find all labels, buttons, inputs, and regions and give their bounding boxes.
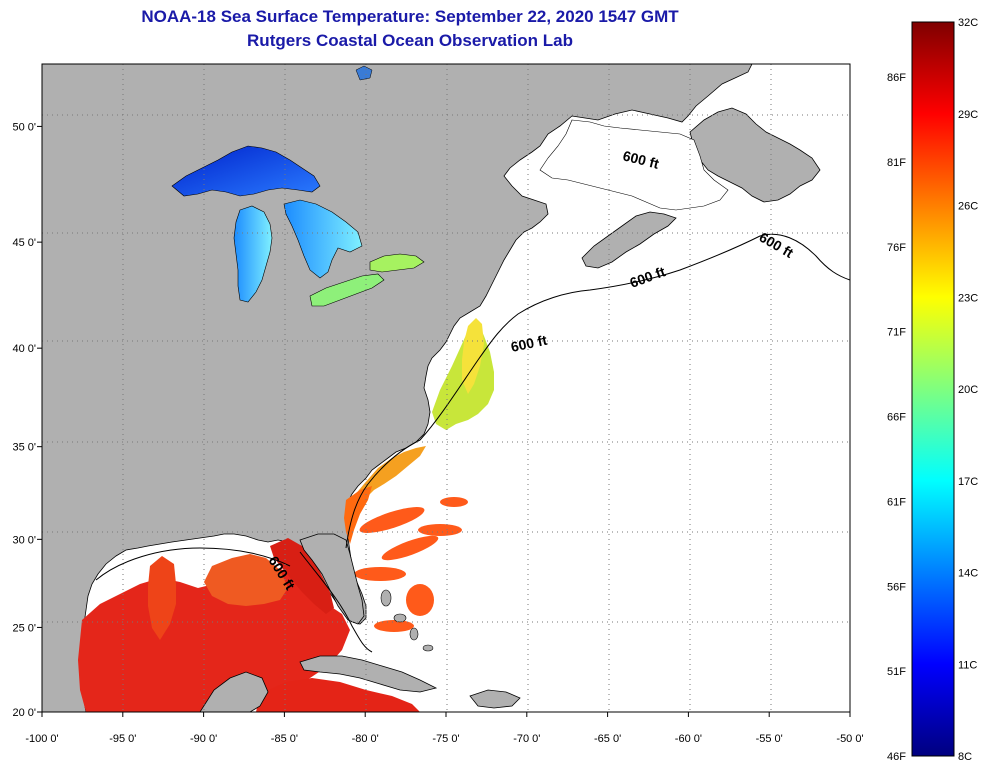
y-tick-label: 40 0' bbox=[12, 343, 36, 355]
y-tick-label: 20 0' bbox=[12, 707, 36, 719]
x-tick-label: -80 0' bbox=[352, 733, 379, 745]
lake-winnipeg-area bbox=[355, 65, 373, 81]
colorbar-celsius-label: 17C bbox=[958, 476, 978, 488]
x-tick-label: -85 0' bbox=[271, 733, 298, 745]
colorbar-fahrenheit-label: 76F bbox=[887, 242, 906, 254]
colorbar-fahrenheit-label: 51F bbox=[887, 666, 906, 678]
colorbar-fahrenheit-label: 86F bbox=[887, 72, 906, 84]
colorbar-celsius-label: 23C bbox=[958, 292, 978, 304]
land-newfoundland bbox=[689, 107, 821, 203]
colorbar-celsius-label: 32C bbox=[958, 17, 978, 29]
x-tick-label: -55 0' bbox=[756, 733, 783, 745]
colorbar-celsius-label: 29C bbox=[958, 109, 978, 121]
y-tick-label: 45 0' bbox=[12, 237, 36, 249]
colorbar-fahrenheit-label: 56F bbox=[887, 581, 906, 593]
lake-erie bbox=[309, 273, 385, 307]
colorbar-celsius-label: 8C bbox=[958, 751, 972, 763]
map-title: NOAA-18 Sea Surface Temperature: Septemb… bbox=[141, 7, 679, 26]
colorbar-celsius-label: 11C bbox=[958, 659, 977, 671]
colorbar-fahrenheit-label: 61F bbox=[887, 496, 906, 508]
x-tick-label: -70 0' bbox=[513, 733, 540, 745]
colorbar bbox=[911, 21, 955, 757]
sst-gulf-central bbox=[148, 556, 176, 640]
x-tick-label: -100 0' bbox=[25, 733, 58, 745]
land-bahamas bbox=[380, 589, 434, 652]
water-gulf-st-lawrence bbox=[539, 119, 729, 211]
lake-michigan bbox=[233, 205, 273, 303]
colorbar-fahrenheit-label: 66F bbox=[887, 412, 906, 424]
land-yucatan bbox=[199, 671, 269, 712]
x-tick-label: -60 0' bbox=[675, 733, 702, 745]
colorbar-celsius-label: 20C bbox=[958, 384, 978, 396]
colorbar-celsius-label: 26C bbox=[958, 201, 978, 213]
sst-caribbean bbox=[256, 678, 420, 712]
colorbar-fahrenheit-label: 71F bbox=[887, 327, 906, 339]
land-florida bbox=[299, 533, 365, 625]
lake-ontario bbox=[369, 253, 425, 273]
x-axis: -100 0' -95 0' -90 0' -85 0' -80 0' -75 0' -70… bbox=[25, 712, 864, 745]
land-north-america bbox=[42, 64, 753, 712]
lake-superior bbox=[171, 145, 321, 197]
colorbar-fahrenheit-label: 46F bbox=[887, 751, 906, 763]
map-subtitle: Rutgers Coastal Ocean Observation Lab bbox=[247, 31, 573, 50]
y-tick-label: 25 0' bbox=[12, 622, 36, 634]
sst-gulf-north bbox=[270, 538, 334, 614]
y-tick-label: 35 0' bbox=[12, 442, 36, 454]
x-tick-label: -90 0' bbox=[190, 733, 217, 745]
x-tick-label: -65 0' bbox=[594, 733, 621, 745]
map-graticule bbox=[42, 64, 850, 712]
sst-gulf-west bbox=[204, 554, 288, 606]
sst-carolina-coast bbox=[346, 446, 426, 516]
land-hispaniola bbox=[469, 689, 521, 709]
x-tick-label: -50 0' bbox=[836, 733, 863, 745]
sst-gulf-of-mexico bbox=[78, 566, 350, 712]
depth-contour-600ft bbox=[95, 233, 850, 653]
x-tick-label: -95 0' bbox=[109, 733, 136, 745]
colorbar-labels: 32C 29C 26C 23C 20C 17C 14C 11C 8C 86F 81F 76F 71F 66… bbox=[887, 17, 978, 763]
sst-florida-atlantic bbox=[344, 486, 372, 544]
contour-label-4: 600 ft bbox=[509, 332, 548, 355]
water-gulf-of-maine bbox=[494, 230, 580, 300]
y-axis: 20 0' 25 0' 30 0' 35 0' 40 0' 45 0' 50 0' bbox=[12, 121, 42, 719]
land-cuba bbox=[299, 655, 438, 693]
colorbar-fahrenheit-label: 81F bbox=[887, 157, 906, 169]
y-tick-label: 50 0' bbox=[12, 121, 36, 133]
colorbar-celsius-label: 14C bbox=[958, 568, 978, 580]
land-nova-scotia bbox=[581, 211, 677, 269]
sst-atlantic-patches bbox=[354, 497, 468, 632]
x-tick-label: -75 0' bbox=[432, 733, 459, 745]
y-tick-label: 30 0' bbox=[12, 534, 36, 546]
lake-huron bbox=[283, 199, 363, 279]
